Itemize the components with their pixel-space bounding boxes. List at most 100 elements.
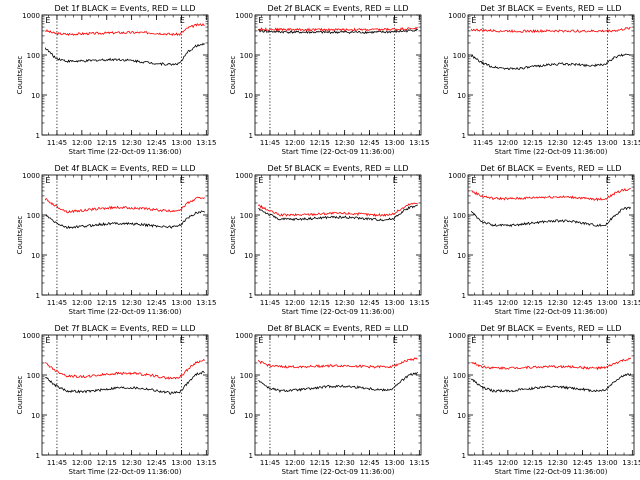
y-tick-label: 1 xyxy=(36,132,40,140)
detector-panel-1: Det 1f BLACK = Events, RED = LLD 1 10 100 10… xyxy=(16,4,216,156)
y-tick-label: 10 xyxy=(457,252,466,260)
x-tick-label: 12:00 xyxy=(498,299,518,307)
x-tick-label: 11:45 xyxy=(473,299,493,307)
y-tick-label: 1000 xyxy=(448,12,466,20)
event-marker: E xyxy=(258,336,263,345)
y-tick-label: 1000 xyxy=(22,172,40,180)
event-marker: E xyxy=(258,16,263,25)
y-tick-label: 1000 xyxy=(22,12,40,20)
panel-title: Det 8f BLACK = Events, RED = LLD xyxy=(267,324,408,333)
y-tick-label: 1 xyxy=(249,452,253,460)
detector-panel-3: Det 3f BLACK = Events, RED = LLD 1 10 100 10… xyxy=(442,4,640,156)
lld-series-line xyxy=(471,357,631,371)
plot-frame xyxy=(41,174,209,296)
x-axis-label: Start Time (22-Oct-09 11:36:00) xyxy=(495,468,608,476)
x-tick-label: 13:00 xyxy=(171,459,191,467)
event-marker: E xyxy=(180,176,185,185)
y-axis-label: Counts/sec xyxy=(442,376,450,415)
y-tick-label: 100 xyxy=(27,52,40,60)
panel-title: Det 2f BLACK = Events, RED = LLD xyxy=(267,4,408,13)
detector-panel-6: Det 6f BLACK = Events, RED = LLD 1 10 100 10… xyxy=(442,164,640,316)
x-tick-label: 13:15 xyxy=(196,459,216,467)
x-tick-label: 11:45 xyxy=(260,459,280,467)
y-tick-label: 1000 xyxy=(448,172,466,180)
x-tick-label: 12:45 xyxy=(146,139,166,147)
y-tick-label: 100 xyxy=(453,212,466,220)
x-axis-label: Start Time (22-Oct-09 11:36:00) xyxy=(282,308,395,316)
detector-panel-2: Det 2f BLACK = Events, RED = LLD 1 10 100 10… xyxy=(229,4,429,156)
y-axis-label: Counts/sec xyxy=(229,216,237,255)
event-marker: E xyxy=(471,16,476,25)
y-axis-label: Counts/sec xyxy=(16,216,24,255)
x-axis-label: Start Time (22-Oct-09 11:36:00) xyxy=(282,468,395,476)
x-tick-label: 13:00 xyxy=(597,459,617,467)
x-tick-label: 12:45 xyxy=(572,459,592,467)
event-marker: E xyxy=(393,16,398,25)
detector-panel-9: Det 9f BLACK = Events, RED = LLD 1 10 100 10… xyxy=(442,324,640,476)
panel-title: Det 1f BLACK = Events, RED = LLD xyxy=(54,4,195,13)
y-tick-label: 1000 xyxy=(235,12,253,20)
x-tick-label: 12:30 xyxy=(335,299,355,307)
x-tick-label: 12:45 xyxy=(572,139,592,147)
y-axis-label: Counts/sec xyxy=(229,56,237,95)
x-tick-label: 12:30 xyxy=(548,139,568,147)
y-axis-label: Counts/sec xyxy=(442,56,450,95)
lld-series-line xyxy=(257,357,418,369)
event-marker: E xyxy=(180,16,185,25)
y-tick-label: 10 xyxy=(457,412,466,420)
lld-series-line xyxy=(45,358,205,380)
x-tick-label: 13:15 xyxy=(196,299,216,307)
event-marker: E xyxy=(393,176,398,185)
panel-title: Det 7f BLACK = Events, RED = LLD xyxy=(54,324,195,333)
x-tick-label: 12:30 xyxy=(335,459,355,467)
events-series-line xyxy=(470,206,632,228)
y-tick-label: 10 xyxy=(31,92,40,100)
x-axis-label: Start Time (22-Oct-09 11:36:00) xyxy=(69,148,182,156)
detector-panel-5: Det 5f BLACK = Events, RED = LLD 1 10 100 10… xyxy=(229,164,429,316)
y-tick-label: 100 xyxy=(453,372,466,380)
y-tick-label: 1000 xyxy=(22,332,40,340)
detector-panel-4: Det 4f BLACK = Events, RED = LLD 1 10 100 10… xyxy=(16,164,216,316)
x-tick-label: 12:15 xyxy=(523,459,543,467)
detector-panel-7: Det 7f BLACK = Events, RED = LLD 1 10 100 10… xyxy=(16,324,216,476)
x-tick-label: 12:15 xyxy=(310,139,330,147)
panel-title: Det 4f BLACK = Events, RED = LLD xyxy=(54,164,195,173)
x-tick-label: 12:00 xyxy=(285,299,305,307)
y-tick-label: 1000 xyxy=(235,172,253,180)
event-marker: E xyxy=(45,176,50,185)
y-tick-label: 1000 xyxy=(448,332,466,340)
x-tick-label: 12:45 xyxy=(359,139,379,147)
lld-series-line xyxy=(471,187,631,202)
event-marker: E xyxy=(606,176,611,185)
x-tick-label: 13:15 xyxy=(622,459,640,467)
panel-title: Det 6f BLACK = Events, RED = LLD xyxy=(480,164,621,173)
x-tick-label: 12:00 xyxy=(72,139,92,147)
x-tick-label: 13:00 xyxy=(597,299,617,307)
x-tick-label: 12:30 xyxy=(548,299,568,307)
x-axis-label: Start Time (22-Oct-09 11:36:00) xyxy=(495,308,608,316)
x-tick-label: 12:00 xyxy=(72,459,92,467)
y-tick-label: 10 xyxy=(31,252,40,260)
x-tick-label: 13:00 xyxy=(384,299,404,307)
x-tick-label: 12:15 xyxy=(523,299,543,307)
y-tick-label: 10 xyxy=(244,252,253,260)
y-tick-label: 1 xyxy=(462,292,466,300)
event-marker: E xyxy=(45,16,50,25)
x-tick-label: 12:15 xyxy=(310,459,330,467)
y-tick-label: 10 xyxy=(244,412,253,420)
y-tick-label: 10 xyxy=(244,92,253,100)
x-tick-label: 12:30 xyxy=(122,139,142,147)
x-tick-label: 11:45 xyxy=(260,299,280,307)
event-marker: E xyxy=(471,336,476,345)
x-axis-label: Start Time (22-Oct-09 11:36:00) xyxy=(495,148,608,156)
y-axis-label: Counts/sec xyxy=(442,216,450,255)
x-tick-label: 13:15 xyxy=(409,459,429,467)
x-tick-label: 12:15 xyxy=(97,459,117,467)
x-tick-label: 11:45 xyxy=(47,299,67,307)
events-series-line xyxy=(44,42,205,67)
y-tick-label: 100 xyxy=(240,212,253,220)
x-tick-label: 11:45 xyxy=(47,139,67,147)
x-tick-label: 13:00 xyxy=(171,299,191,307)
plot-frame xyxy=(254,174,422,296)
x-tick-label: 13:00 xyxy=(597,139,617,147)
